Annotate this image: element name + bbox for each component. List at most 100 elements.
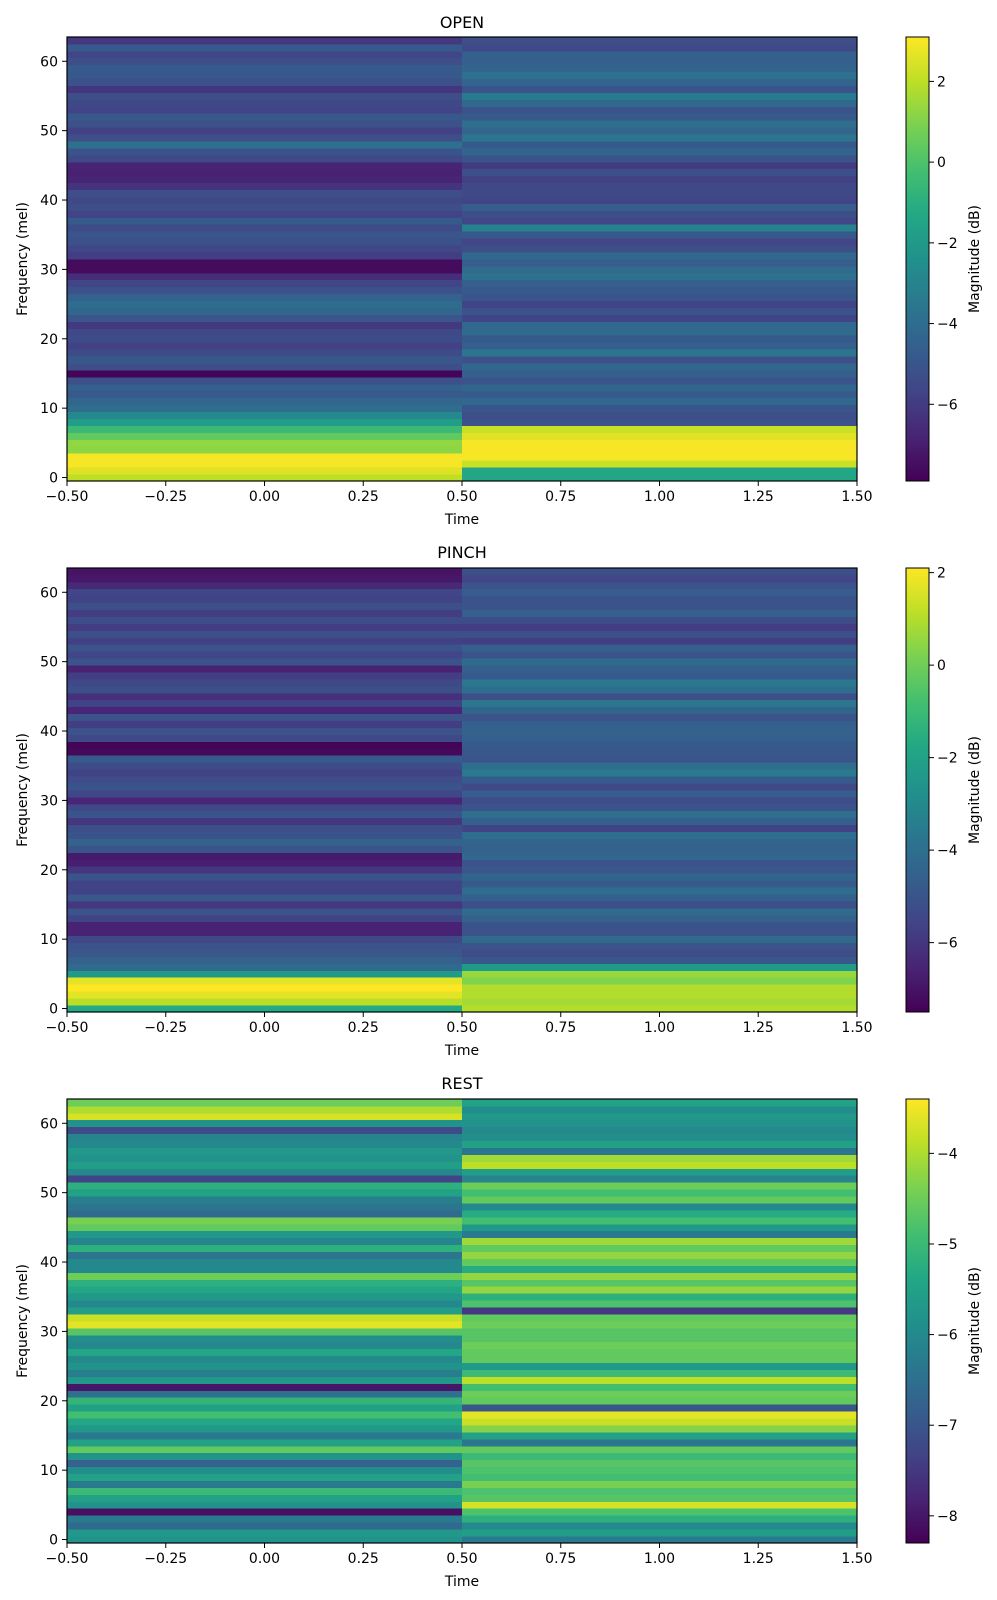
panel-title: PINCH (437, 543, 487, 562)
heatmap-cell (462, 1237, 858, 1246)
heatmap-cell (462, 453, 858, 461)
y-tick-label: 10 (40, 1463, 58, 1479)
heatmap-cell (462, 956, 858, 964)
heatmap-cell (67, 1411, 463, 1419)
y-axis-label: Frequency (mel) (15, 202, 31, 316)
heatmap-cell (462, 134, 858, 142)
heatmap-cell (462, 1126, 858, 1135)
heatmap-cell (67, 1099, 463, 1107)
x-tick-label: −0.50 (46, 1020, 89, 1036)
heatmap-cell (67, 970, 463, 978)
heatmap-cell (67, 460, 463, 468)
heatmap-cell (67, 991, 463, 999)
colorbar-tick-label: −5 (937, 1237, 958, 1253)
x-tick-label: 1.00 (644, 1551, 675, 1567)
colorbar-tick-label: −4 (937, 843, 958, 859)
heatmap-cell (462, 1383, 858, 1391)
heatmap-cell (462, 748, 858, 756)
heatmap-cell (67, 1452, 463, 1461)
heatmap-cell (67, 1272, 463, 1280)
heatmap-cell (462, 342, 858, 350)
heatmap-cell (462, 595, 858, 604)
y-tick-label: 20 (40, 1394, 58, 1410)
heatmap-cell (462, 776, 858, 784)
heatmap-cell (67, 568, 463, 576)
heatmap-cell (462, 651, 858, 659)
heatmap-cell (67, 866, 463, 874)
y-tick-label: 60 (40, 585, 58, 601)
colorbar-label: Magnitude (dB) (967, 205, 983, 313)
heatmap-cell (462, 286, 858, 295)
heatmap-cell (67, 1529, 463, 1537)
heatmap-cell (462, 970, 858, 978)
heatmap-cell (462, 404, 858, 413)
heatmap-cell (462, 783, 858, 791)
heatmap-cell (462, 474, 858, 482)
colorbar-tick-label: −4 (937, 1146, 958, 1162)
colorbar-tick-label: −2 (937, 236, 958, 252)
heatmap-cell (67, 1536, 463, 1544)
heatmap-cell (67, 411, 463, 419)
heatmap-cell (67, 85, 463, 93)
heatmap-cell (462, 1452, 858, 1461)
heatmap-cell (462, 265, 858, 274)
heatmap-cell (462, 1140, 858, 1148)
colorbar-tick-label: 2 (937, 566, 946, 582)
heatmap-cell (67, 1237, 463, 1246)
heatmap-cell (67, 588, 463, 597)
heatmap-cell (67, 474, 463, 482)
heatmap-cell (67, 762, 463, 770)
heatmap-cell (462, 1258, 858, 1266)
heatmap-cell (67, 141, 463, 149)
y-tick-label: 10 (40, 932, 58, 948)
heatmap-cell (67, 1147, 463, 1155)
heatmap-cell (462, 1425, 858, 1433)
heatmap-cell (462, 1501, 858, 1509)
heatmap-cell (462, 397, 858, 406)
colorbar-ticks: 2 0 −2 −4 −6 (929, 566, 958, 952)
heatmap-cell (67, 859, 463, 867)
heatmap-cell (67, 1508, 463, 1516)
heatmap-cell (67, 321, 463, 329)
heatmap-cell (462, 741, 858, 749)
heatmap-cell (462, 699, 858, 708)
heatmap-cell (462, 977, 858, 985)
heatmap-cell (67, 1210, 463, 1218)
heatmap-cell (67, 1459, 463, 1468)
heatmap-cell (462, 1314, 858, 1322)
heatmap-cell (462, 1189, 858, 1197)
heatmap-cell (67, 685, 463, 694)
heatmap-cell (462, 1341, 858, 1350)
heatmap-cell (67, 113, 463, 121)
heatmap-cell (67, 1168, 463, 1176)
x-tick-label: −0.25 (144, 1020, 187, 1036)
x-ticks: −0.50 −0.25 0.00 0.25 0.50 0.75 1.00 1.25 1.50 (46, 481, 873, 505)
heatmap-cell (67, 356, 463, 364)
y-tick-label: 40 (40, 724, 58, 740)
heatmap-cell (462, 1334, 858, 1343)
heatmap-cell (67, 1119, 463, 1128)
heatmap-cells (67, 568, 858, 1013)
heatmap-cell (67, 404, 463, 413)
heatmap-cell (67, 1494, 463, 1502)
heatmap-cell (67, 439, 463, 447)
heatmap-cell (462, 581, 858, 590)
heatmap-cell (462, 1230, 858, 1239)
x-tick-label: 0.00 (249, 489, 280, 505)
heatmap-cell (67, 307, 463, 315)
y-tick-label: 40 (40, 193, 58, 209)
x-tick-label: −0.50 (46, 489, 89, 505)
heatmap-cell (462, 942, 858, 950)
heatmap-cell (462, 120, 858, 128)
heatmap-cell (462, 1265, 858, 1273)
heatmap-cell (462, 1473, 858, 1481)
x-tick-label: 1.25 (743, 1551, 774, 1567)
heatmap-cell (462, 1210, 858, 1218)
x-tick-label: 0.25 (348, 489, 379, 505)
heatmap-cell (462, 328, 858, 336)
heatmap-cell (462, 467, 858, 475)
heatmap-cell (462, 1369, 858, 1377)
colorbar-tick-label: −2 (937, 751, 958, 767)
heatmap-cell (462, 790, 858, 798)
heatmap-cell (462, 196, 858, 204)
